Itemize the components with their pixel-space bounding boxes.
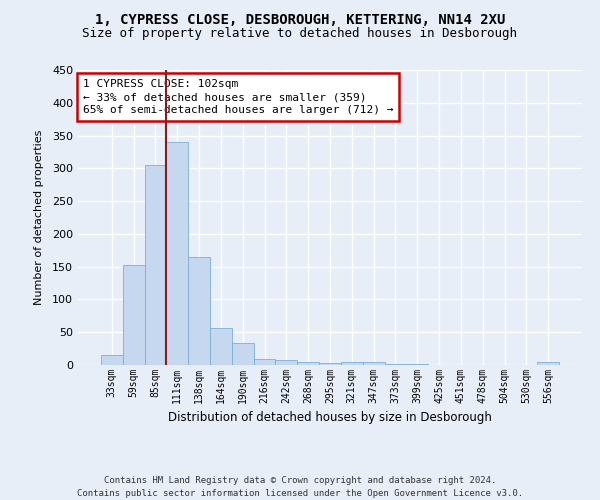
Bar — [406, 364, 428, 365]
Bar — [232, 344, 254, 365]
Bar — [188, 257, 210, 365]
X-axis label: Distribution of detached houses by size in Desborough: Distribution of detached houses by size … — [168, 412, 492, 424]
Bar — [254, 359, 275, 365]
Bar — [297, 362, 319, 365]
Bar — [363, 362, 385, 365]
Bar — [385, 364, 406, 365]
Bar — [537, 362, 559, 365]
Text: Contains HM Land Registry data © Crown copyright and database right 2024.
Contai: Contains HM Land Registry data © Crown c… — [77, 476, 523, 498]
Bar — [341, 362, 363, 365]
Bar — [166, 142, 188, 365]
Bar — [145, 165, 166, 365]
Bar — [275, 360, 297, 365]
Text: Size of property relative to detached houses in Desborough: Size of property relative to detached ho… — [83, 28, 517, 40]
Text: 1 CYPRESS CLOSE: 102sqm
← 33% of detached houses are smaller (359)
65% of semi-d: 1 CYPRESS CLOSE: 102sqm ← 33% of detache… — [83, 79, 394, 116]
Text: 1, CYPRESS CLOSE, DESBOROUGH, KETTERING, NN14 2XU: 1, CYPRESS CLOSE, DESBOROUGH, KETTERING,… — [95, 12, 505, 26]
Y-axis label: Number of detached properties: Number of detached properties — [34, 130, 44, 305]
Bar — [210, 328, 232, 365]
Bar — [319, 363, 341, 365]
Bar — [123, 264, 145, 365]
Bar — [101, 355, 123, 365]
